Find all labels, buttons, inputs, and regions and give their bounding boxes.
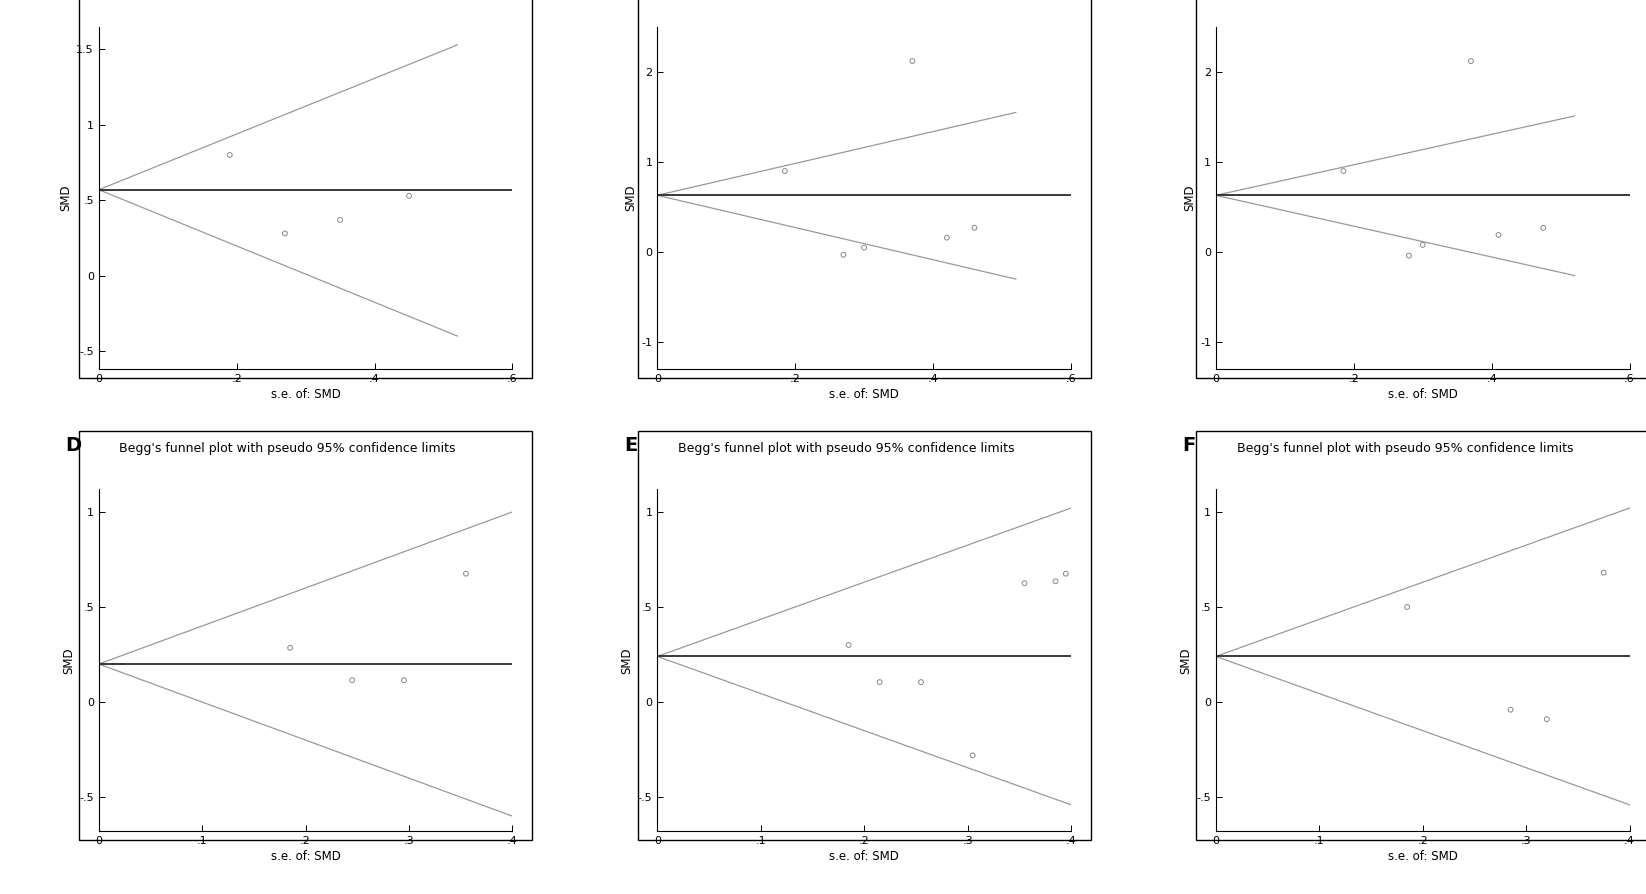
Point: [933, 231, 960, 245]
Point: [272, 226, 298, 240]
Point: [899, 54, 925, 68]
Point: [328, 213, 354, 227]
Point: [1011, 576, 1037, 590]
Point: [1534, 712, 1560, 726]
Point: [397, 189, 423, 203]
Text: Begg's funnel plot with pseudo 95% confidence limits: Begg's funnel plot with pseudo 95% confi…: [678, 442, 1014, 455]
Point: [453, 567, 479, 581]
Y-axis label: SMD: SMD: [63, 647, 76, 673]
X-axis label: s.e. of: SMD: s.e. of: SMD: [270, 850, 341, 864]
Y-axis label: SMD: SMD: [1183, 185, 1195, 211]
Point: [961, 221, 988, 235]
Point: [277, 641, 303, 655]
Point: [1330, 164, 1356, 178]
Point: [1396, 249, 1422, 263]
Point: [772, 164, 798, 178]
Text: Begg's funnel plot with pseudo 95% confidence limits: Begg's funnel plot with pseudo 95% confi…: [120, 442, 456, 455]
X-axis label: s.e. of: SMD: s.e. of: SMD: [270, 388, 341, 401]
Point: [866, 675, 892, 689]
Point: [1485, 228, 1511, 242]
Point: [960, 748, 986, 763]
Point: [1498, 703, 1524, 717]
Point: [1409, 238, 1435, 252]
Point: [909, 675, 935, 689]
Text: D: D: [66, 435, 82, 455]
Point: [1590, 566, 1616, 580]
X-axis label: s.e. of: SMD: s.e. of: SMD: [830, 850, 899, 864]
Point: [851, 240, 877, 255]
Point: [390, 673, 416, 687]
Y-axis label: SMD: SMD: [621, 647, 634, 673]
Y-axis label: SMD: SMD: [1179, 647, 1192, 673]
Point: [1531, 221, 1557, 235]
Point: [1458, 54, 1485, 68]
Point: [1042, 574, 1068, 588]
X-axis label: s.e. of: SMD: s.e. of: SMD: [1388, 850, 1458, 864]
Point: [1053, 567, 1080, 581]
Text: F: F: [1183, 435, 1197, 455]
Text: Begg's funnel plot with pseudo 95% confidence limits: Begg's funnel plot with pseudo 95% confi…: [1236, 442, 1574, 455]
Text: E: E: [624, 435, 637, 455]
X-axis label: s.e. of: SMD: s.e. of: SMD: [1388, 388, 1458, 401]
X-axis label: s.e. of: SMD: s.e. of: SMD: [830, 388, 899, 401]
Point: [217, 148, 244, 162]
Point: [830, 248, 856, 262]
Point: [339, 673, 365, 687]
Y-axis label: SMD: SMD: [624, 185, 637, 211]
Y-axis label: SMD: SMD: [59, 185, 72, 211]
Point: [836, 637, 863, 652]
Point: [1394, 600, 1420, 614]
